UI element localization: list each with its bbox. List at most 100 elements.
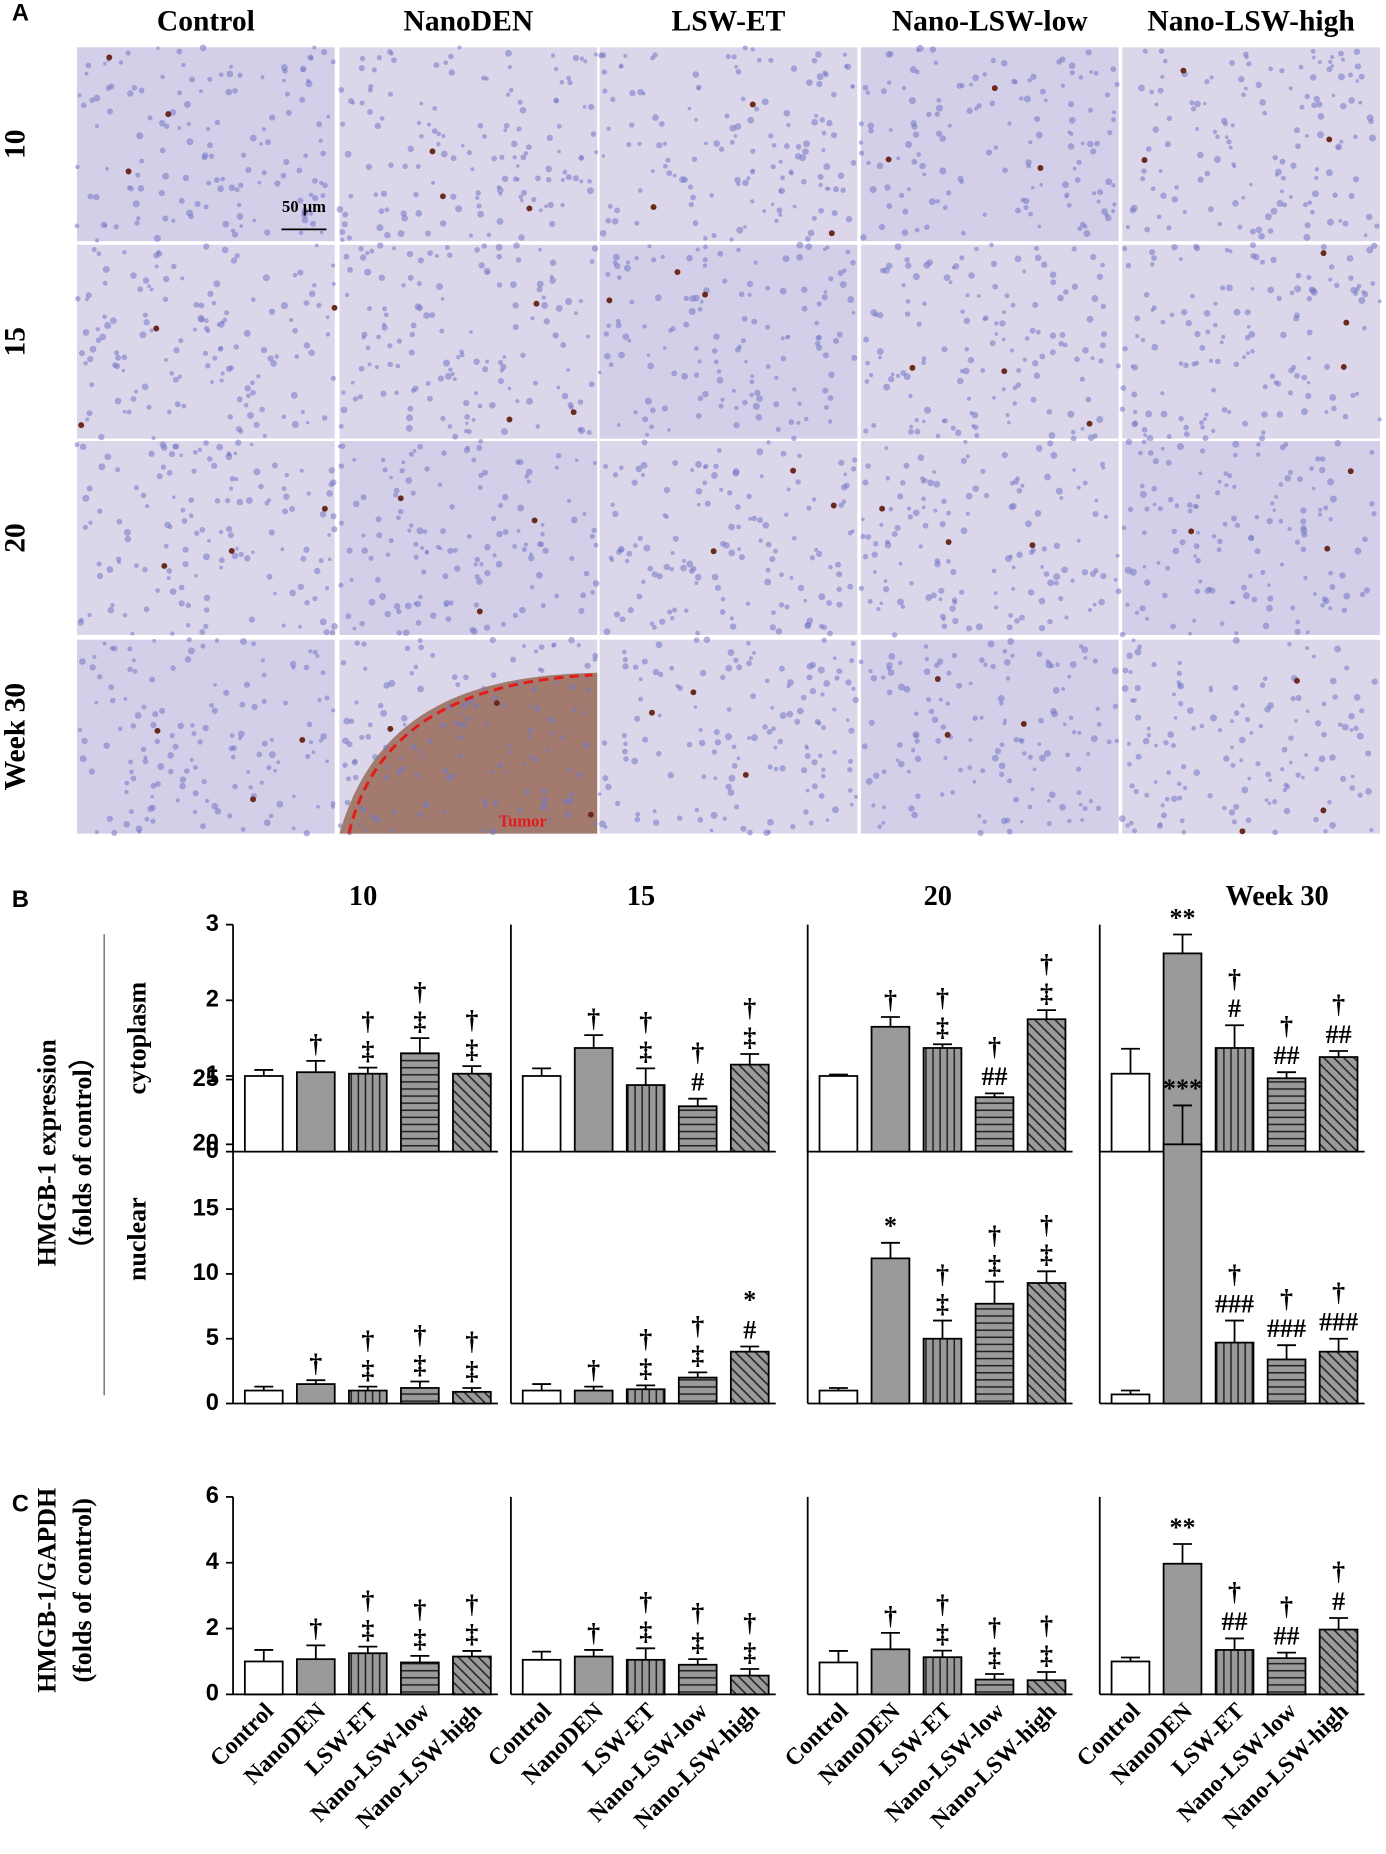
nucleus xyxy=(340,121,346,127)
nucleus xyxy=(1036,651,1043,657)
error-bar xyxy=(1173,1543,1192,1564)
stained-nucleus xyxy=(493,700,500,707)
nucleus xyxy=(594,150,599,155)
nucleus xyxy=(1232,452,1238,458)
nucleus xyxy=(1110,208,1116,214)
nucleus xyxy=(1060,83,1065,88)
nucleus xyxy=(815,51,822,58)
nucleus xyxy=(226,451,232,456)
nucleus xyxy=(1332,192,1338,198)
nucleus xyxy=(1295,619,1301,625)
nucleus xyxy=(733,134,738,138)
error-bar xyxy=(933,1043,952,1048)
nucleus xyxy=(786,334,791,339)
nucleus xyxy=(1222,121,1228,127)
bar xyxy=(870,1648,911,1696)
nucleus xyxy=(407,528,412,533)
nucleus xyxy=(384,610,391,618)
nucleus xyxy=(1027,78,1032,83)
nucleus xyxy=(1294,285,1302,293)
nucleus xyxy=(1046,821,1052,827)
nucleus xyxy=(541,295,546,300)
nucleus xyxy=(517,504,525,512)
micrograph-bg xyxy=(860,244,1119,439)
nucleus xyxy=(701,774,707,780)
nucleus xyxy=(796,707,804,715)
error-bar xyxy=(584,1385,604,1391)
nucleus xyxy=(308,192,314,198)
micrograph xyxy=(1122,47,1380,242)
nucleus xyxy=(873,772,880,779)
nucleus xyxy=(849,658,855,664)
nucleus xyxy=(1284,475,1292,482)
nucleus xyxy=(1015,476,1020,481)
nucleus xyxy=(1198,579,1203,584)
nucleus xyxy=(259,780,264,785)
nucleus xyxy=(477,210,485,218)
nucleus xyxy=(1068,116,1076,124)
nucleus xyxy=(885,262,893,270)
y-axis-label: HMGB-1 expression xyxy=(33,1039,62,1267)
nucleus xyxy=(694,807,700,813)
nucleus xyxy=(681,372,689,380)
nucleus xyxy=(1140,176,1146,182)
nucleus xyxy=(1334,440,1342,447)
nucleus xyxy=(85,417,90,422)
nucleus xyxy=(654,294,662,302)
nucleus xyxy=(510,281,517,288)
nucleus xyxy=(549,259,557,267)
bar xyxy=(1266,1358,1307,1405)
nucleus xyxy=(1142,737,1150,745)
nucleus xyxy=(374,122,382,130)
nucleus xyxy=(217,185,224,193)
nucleus xyxy=(529,584,535,590)
micrograph xyxy=(76,637,336,837)
nucleus xyxy=(531,196,537,203)
nucleus xyxy=(966,107,973,114)
nucleus xyxy=(132,668,138,674)
nucleus xyxy=(389,475,393,480)
nucleus xyxy=(233,451,238,456)
nucleus xyxy=(779,765,786,772)
nucleus xyxy=(694,117,698,122)
nucleus xyxy=(774,218,779,224)
nucleus xyxy=(1276,199,1284,207)
nucleus xyxy=(916,321,922,327)
nucleus xyxy=(441,134,446,138)
stained-nucleus xyxy=(165,111,172,118)
nucleus xyxy=(259,406,265,413)
nucleus xyxy=(538,208,543,213)
nucleus xyxy=(75,164,80,170)
nucleus xyxy=(1280,767,1285,772)
micrograph-bg xyxy=(1122,639,1380,834)
nucleus xyxy=(1151,305,1157,311)
nucleus xyxy=(1231,819,1237,825)
nucleus xyxy=(946,559,951,564)
nucleus xyxy=(143,755,148,760)
nucleus xyxy=(113,224,119,230)
nucleus xyxy=(1334,645,1342,653)
nucleus xyxy=(1211,387,1216,393)
nucleus xyxy=(928,198,936,206)
nucleus xyxy=(572,54,580,62)
y-tick-label: 6 xyxy=(206,1483,219,1509)
nucleus xyxy=(1329,394,1337,401)
nucleus xyxy=(450,193,457,200)
nucleus xyxy=(668,328,673,333)
nucleus xyxy=(736,226,744,234)
nucleus xyxy=(1016,551,1023,558)
row-label: nuclear xyxy=(123,1197,152,1281)
nucleus xyxy=(238,551,244,558)
nucleus xyxy=(601,154,606,158)
nucleus xyxy=(1281,746,1288,753)
nucleus xyxy=(631,479,638,486)
nucleus xyxy=(1126,741,1131,746)
nucleus xyxy=(1317,131,1324,139)
nucleus xyxy=(820,773,826,779)
nucleus xyxy=(220,371,225,376)
nucleus xyxy=(1339,139,1344,144)
nucleus xyxy=(1294,628,1301,635)
nucleus xyxy=(268,751,276,759)
nucleus xyxy=(1311,654,1316,659)
nucleus xyxy=(402,163,408,170)
